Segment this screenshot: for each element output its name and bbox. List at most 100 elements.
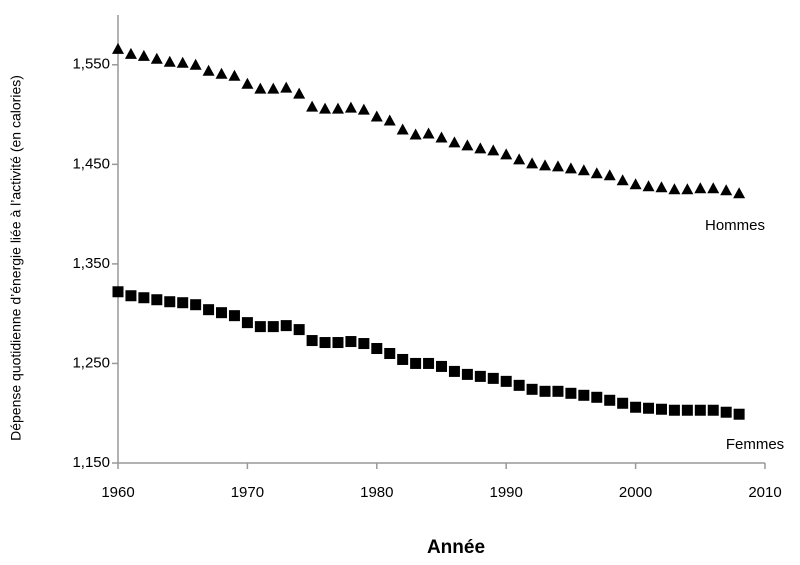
- data-point: [578, 389, 590, 401]
- data-point: [357, 103, 370, 115]
- data-point: [552, 385, 564, 397]
- data-point: [707, 182, 720, 194]
- data-point: [526, 383, 538, 395]
- data-point: [551, 160, 564, 172]
- data-point: [500, 375, 512, 387]
- data-point: [409, 128, 422, 140]
- data-point: [267, 321, 279, 333]
- data-point: [203, 304, 215, 316]
- data-point: [280, 81, 293, 93]
- data-point: [448, 365, 460, 377]
- data-point: [513, 379, 525, 391]
- data-point: [526, 157, 539, 169]
- data-point: [397, 353, 409, 365]
- data-point: [319, 337, 331, 349]
- data-point: [371, 343, 383, 355]
- data-point: [733, 408, 745, 420]
- data-point: [500, 148, 513, 160]
- data-point: [436, 360, 447, 372]
- data-point: [112, 42, 124, 54]
- data-point: [539, 385, 551, 397]
- data-point: [228, 310, 240, 322]
- data-point: [189, 58, 202, 70]
- data-point: [603, 169, 616, 181]
- data-point: [344, 101, 357, 113]
- data-point: [564, 162, 577, 174]
- data-point: [629, 178, 642, 190]
- data-point: [202, 64, 215, 76]
- x-tick-label: 2000: [619, 484, 652, 501]
- y-tick-label: 1,150: [72, 454, 110, 471]
- x-axis-label: Année: [427, 537, 485, 558]
- data-point: [124, 47, 137, 59]
- data-point: [487, 372, 499, 384]
- data-point: [616, 174, 629, 186]
- data-point: [319, 102, 332, 114]
- data-point: [370, 110, 383, 122]
- data-point: [150, 52, 163, 64]
- data-point: [383, 114, 396, 126]
- data-point: [487, 144, 500, 156]
- data-point: [358, 338, 370, 350]
- data-point: [694, 404, 706, 416]
- data-point: [176, 56, 189, 68]
- data-point: [655, 181, 668, 193]
- data-point: [707, 404, 719, 416]
- data-point: [617, 397, 629, 409]
- data-point: [112, 286, 124, 298]
- data-point: [384, 347, 396, 359]
- data-point: [280, 320, 292, 332]
- data-point: [474, 142, 487, 154]
- data-point: [448, 136, 461, 148]
- data-point: [681, 183, 694, 195]
- data-point: [681, 404, 693, 416]
- data-point: [293, 324, 305, 336]
- data-point: [241, 317, 253, 329]
- data-point: [293, 87, 306, 99]
- data-point: [125, 290, 137, 302]
- data-point: [655, 403, 667, 415]
- data-point: [694, 182, 707, 194]
- data-point: [591, 391, 603, 403]
- y-tick-label: 1,250: [72, 354, 110, 371]
- data-point: [577, 164, 590, 176]
- data-point: [720, 406, 732, 418]
- data-point: [164, 296, 176, 308]
- data-point: [306, 335, 318, 347]
- data-point: [241, 77, 254, 89]
- data-point: [137, 49, 150, 61]
- x-tick-label: 1960: [101, 484, 134, 501]
- data-point: [410, 357, 422, 369]
- data-point: [216, 307, 228, 319]
- y-axis-label: Dépense quotidienne d’énergie liée à l’a…: [8, 75, 24, 441]
- y-tick-label: 1,450: [72, 155, 110, 172]
- data-point: [733, 187, 746, 199]
- series-annotation: Femmes: [726, 436, 784, 453]
- data-point: [630, 401, 642, 413]
- data-point: [590, 167, 603, 179]
- data-point: [190, 299, 202, 311]
- data-point: [539, 159, 552, 171]
- data-point: [474, 370, 486, 382]
- data-point: [643, 402, 655, 414]
- x-tick-label: 2010: [748, 484, 781, 501]
- data-point: [254, 321, 266, 333]
- data-point: [254, 82, 267, 94]
- data-point: [668, 183, 681, 195]
- x-tick-label: 1980: [360, 484, 393, 501]
- data-point: [177, 297, 189, 309]
- data-point: [668, 404, 680, 416]
- data-point: [151, 294, 163, 306]
- data-point: [396, 123, 409, 135]
- data-point: [642, 180, 655, 192]
- x-tick-label: 1990: [490, 484, 523, 501]
- data-point: [422, 127, 435, 139]
- data-point: [461, 139, 474, 151]
- data-point: [267, 82, 280, 94]
- y-tick-label: 1,350: [72, 255, 110, 272]
- x-tick-label: 1970: [231, 484, 264, 501]
- y-tick-label: 1,550: [72, 56, 110, 73]
- data-point: [332, 337, 344, 349]
- data-point: [215, 67, 228, 79]
- data-point: [345, 336, 357, 348]
